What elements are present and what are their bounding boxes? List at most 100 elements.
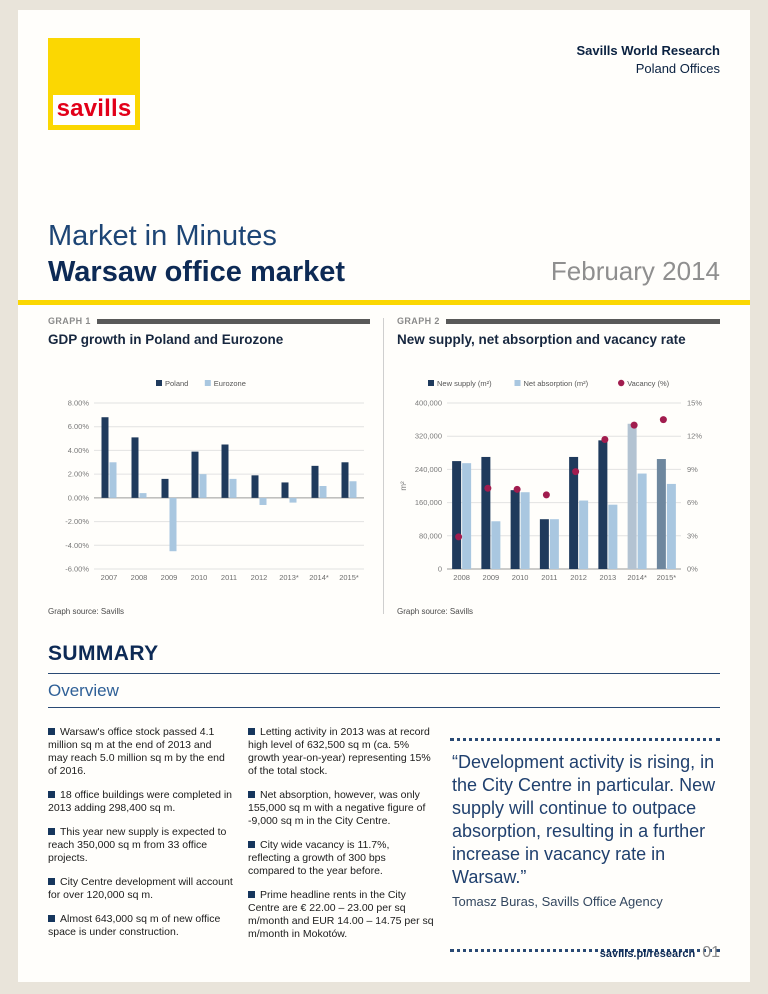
svg-text:2011: 2011 bbox=[221, 573, 237, 582]
savills-logo: savills bbox=[48, 38, 140, 130]
research-link[interactable]: savills.pl/research bbox=[599, 948, 696, 960]
svg-text:-2.00%: -2.00% bbox=[65, 517, 89, 526]
research-header: Savills World Research Poland Offices bbox=[576, 42, 720, 77]
svg-text:2012: 2012 bbox=[251, 573, 268, 582]
svg-text:Poland: Poland bbox=[165, 379, 188, 388]
bullet-square-icon bbox=[48, 791, 55, 799]
graph2-title: New supply, net absorption and vacancy r… bbox=[397, 332, 686, 347]
supply-absorption-vacancy-chart: 400,000 15% 320,000 12% 240,000 9% 160,000 6% 80… bbox=[399, 379, 702, 582]
svg-text:0.00%: 0.00% bbox=[68, 493, 90, 502]
svg-text:0%: 0% bbox=[687, 565, 698, 574]
graph2-label: GRAPH 2 bbox=[397, 316, 440, 326]
bullet-item: Prime headline rents in the City Centre … bbox=[248, 889, 434, 941]
series-title: Market in Minutes bbox=[48, 220, 277, 252]
graph2-column: GRAPH 2 New supply, net absorption and v… bbox=[397, 316, 720, 616]
svg-text:2007: 2007 bbox=[101, 573, 118, 582]
research-subtitle: Poland Offices bbox=[635, 60, 720, 76]
bullet-square-icon bbox=[248, 891, 255, 899]
graph1-source: Graph source: Savills bbox=[48, 607, 125, 616]
summary-heading: SUMMARY bbox=[48, 642, 159, 665]
savills-logo-text: savills bbox=[56, 95, 132, 122]
title-block: Market in Minutes Warsaw office market F… bbox=[48, 220, 720, 289]
graph1-title: GDP growth in Poland and Eurozone bbox=[48, 332, 284, 347]
svg-text:8.00%: 8.00% bbox=[68, 399, 90, 408]
svg-text:2015*: 2015* bbox=[339, 573, 359, 582]
page-title: Warsaw office market bbox=[48, 256, 346, 288]
graphs-divider bbox=[383, 318, 384, 614]
svg-text:2014*: 2014* bbox=[309, 573, 329, 582]
gdp-chart: 8.00% 6.00% 4.00% 2.00% 0.00% -2.00% -4.00% -6.… bbox=[65, 379, 364, 582]
svg-text:2010: 2010 bbox=[191, 573, 208, 582]
summary-rule-top bbox=[48, 673, 720, 674]
graphs-section: GRAPH 1 GDP growth in Poland and Eurozon… bbox=[48, 316, 720, 616]
bullet-text: Net absorption, however, was only 155,00… bbox=[248, 789, 426, 828]
svg-text:New supply (m²): New supply (m²) bbox=[437, 379, 492, 388]
svg-text:240,000: 240,000 bbox=[415, 465, 442, 474]
bullet-item: Warsaw's office stock passed 4.1 million… bbox=[48, 726, 234, 778]
bullet-square-icon bbox=[248, 841, 255, 849]
bullet-text: This year new supply is expected to reac… bbox=[48, 826, 227, 865]
quote-text: “Development activity is rising, in the … bbox=[452, 752, 716, 888]
svg-text:2010: 2010 bbox=[512, 573, 529, 582]
bullet-square-icon bbox=[48, 828, 55, 836]
bullet-text: Almost 643,000 sq m of new office space … bbox=[48, 913, 221, 939]
graph2-source: Graph source: Savills bbox=[397, 607, 474, 616]
graph1-label-row: GRAPH 1 bbox=[48, 316, 370, 326]
yellow-divider bbox=[18, 300, 750, 305]
publication-date: February 2014 bbox=[550, 256, 720, 286]
bullet-square-icon bbox=[48, 915, 55, 923]
graph1-label-bar bbox=[96, 318, 370, 324]
bullet-square-icon bbox=[48, 728, 55, 735]
bullet-text: Prime headline rents in the City Centre … bbox=[248, 889, 434, 941]
svg-text:m²: m² bbox=[399, 481, 408, 491]
bullet-square-icon bbox=[248, 728, 255, 735]
bullet-item: This year new supply is expected to reac… bbox=[48, 826, 234, 865]
svg-text:160,000: 160,000 bbox=[415, 498, 442, 507]
svg-text:80,000: 80,000 bbox=[419, 531, 442, 540]
savills-logo-band: savills bbox=[53, 95, 135, 125]
svg-text:320,000: 320,000 bbox=[415, 432, 442, 441]
bullet-square-icon bbox=[248, 791, 255, 799]
svg-text:Net absorption (m²): Net absorption (m²) bbox=[524, 379, 589, 388]
bullet-item: 18 office buildings were completed in 20… bbox=[48, 789, 234, 815]
bullet-square-icon bbox=[48, 878, 55, 886]
svg-text:2013: 2013 bbox=[600, 573, 617, 582]
bullet-text: City Centre development will account for… bbox=[48, 876, 233, 902]
document-page: savills Savills World Research Poland Of… bbox=[18, 10, 750, 982]
svg-text:6.00%: 6.00% bbox=[68, 422, 90, 431]
svg-text:400,000: 400,000 bbox=[415, 399, 442, 408]
bullet-item: Net absorption, however, was only 155,00… bbox=[248, 789, 434, 828]
bullet-text: Warsaw's office stock passed 4.1 million… bbox=[48, 726, 225, 778]
quote-block: “Development activity is rising, in the … bbox=[450, 738, 720, 953]
svg-text:2009: 2009 bbox=[161, 573, 178, 582]
bullet-text: Letting activity in 2013 was at record h… bbox=[248, 726, 431, 778]
svg-text:12%: 12% bbox=[687, 432, 702, 441]
svg-text:-6.00%: -6.00% bbox=[65, 565, 89, 574]
graph1-label: GRAPH 1 bbox=[48, 316, 91, 326]
summary-column-1: Warsaw's office stock passed 4.1 million… bbox=[48, 726, 234, 952]
graph2-label-bar bbox=[445, 318, 720, 324]
svg-text:2009: 2009 bbox=[483, 573, 500, 582]
page-number: 01 bbox=[702, 944, 720, 961]
summary-columns: Warsaw's office stock passed 4.1 million… bbox=[48, 726, 720, 953]
svg-text:2015*: 2015* bbox=[657, 573, 677, 582]
svg-text:2.00%: 2.00% bbox=[68, 470, 90, 479]
svg-text:2013*: 2013* bbox=[279, 573, 299, 582]
svg-text:9%: 9% bbox=[687, 465, 698, 474]
bullet-item: Letting activity in 2013 was at record h… bbox=[248, 726, 434, 778]
summary-rule-bottom bbox=[48, 707, 720, 708]
svg-text:2008: 2008 bbox=[131, 573, 148, 582]
bullet-item: Almost 643,000 sq m of new office space … bbox=[48, 913, 234, 939]
svg-text:2014*: 2014* bbox=[627, 573, 647, 582]
overview-subheading: Overview bbox=[48, 681, 119, 700]
bullet-text: City wide vacancy is 11.7%, reflecting a… bbox=[248, 839, 390, 878]
graph2-label-row: GRAPH 2 bbox=[397, 316, 720, 326]
svg-text:2008: 2008 bbox=[453, 573, 470, 582]
svg-text:Vacancy (%): Vacancy (%) bbox=[627, 379, 669, 388]
graph1-column: GRAPH 1 GDP growth in Poland and Eurozon… bbox=[48, 316, 370, 616]
bullet-text: 18 office buildings were completed in 20… bbox=[48, 789, 232, 815]
svg-text:-4.00%: -4.00% bbox=[65, 541, 89, 550]
quote-attribution: Tomasz Buras, Savills Office Agency bbox=[452, 894, 663, 910]
research-title: Savills World Research bbox=[576, 43, 720, 58]
page-footer: savills.pl/research 01 bbox=[600, 944, 720, 962]
